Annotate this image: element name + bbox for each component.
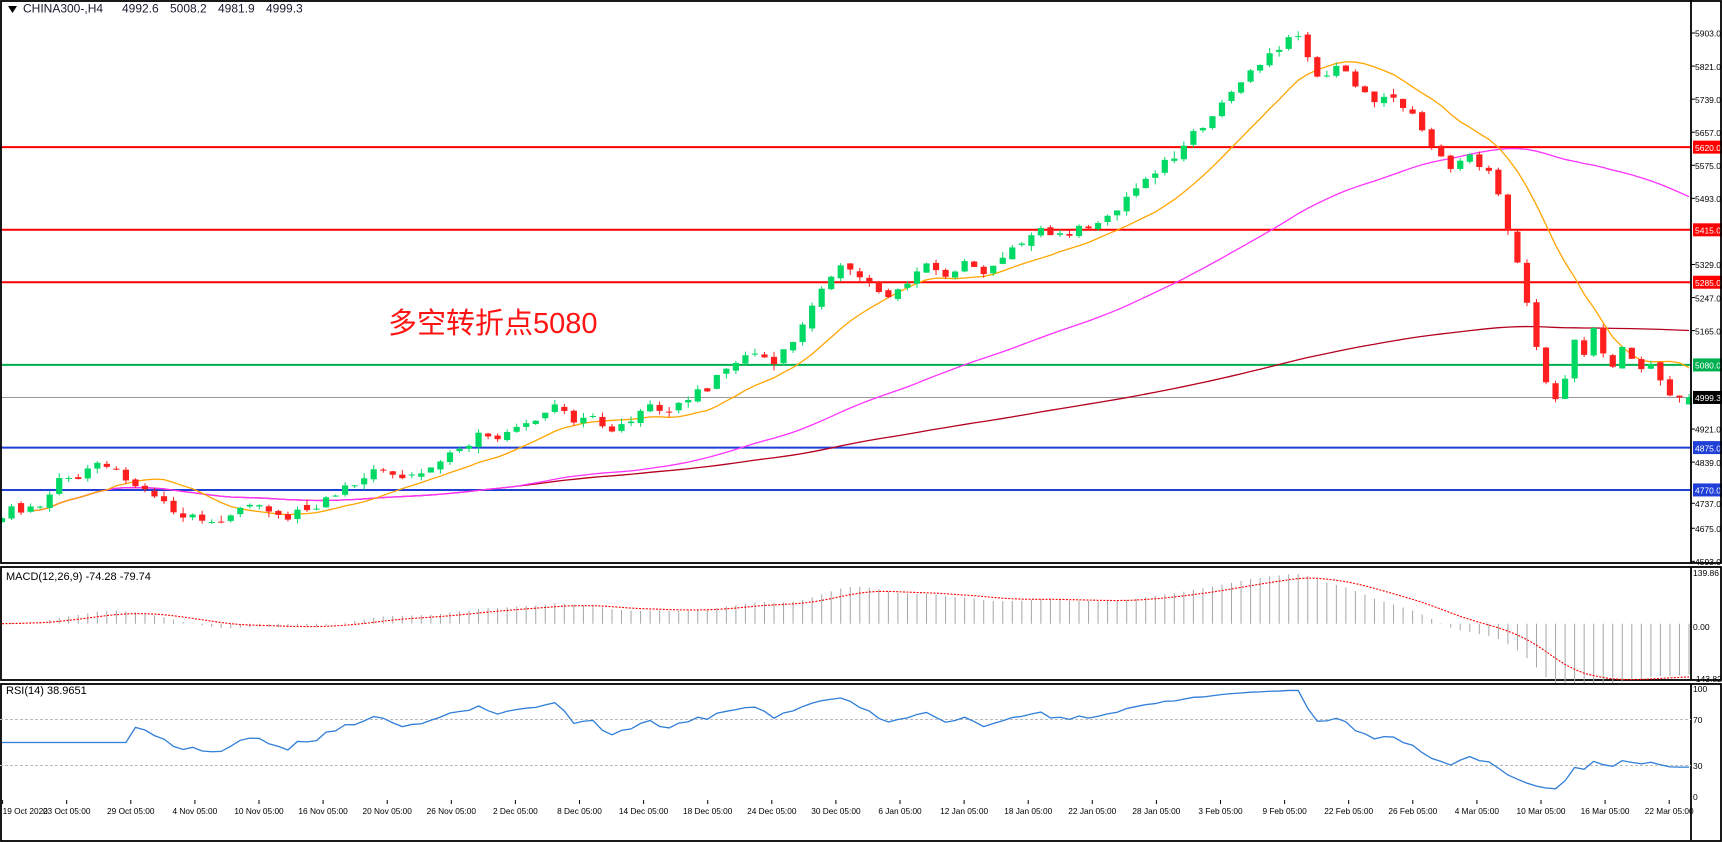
svg-text:4737.0: 4737.0: [1695, 499, 1721, 509]
svg-text:18 Jan 05:00: 18 Jan 05:00: [1004, 806, 1052, 816]
svg-text:0: 0: [1693, 792, 1698, 802]
svg-text:29 Oct 05:00: 29 Oct 05:00: [107, 806, 155, 816]
svg-text:5575.0: 5575.0: [1695, 161, 1721, 171]
svg-text:28 Jan 05:00: 28 Jan 05:00: [1132, 806, 1180, 816]
svg-text:26 Nov 05:00: 26 Nov 05:00: [427, 806, 477, 816]
svg-text:30: 30: [1693, 761, 1703, 771]
svg-text:23 Oct 05:00: 23 Oct 05:00: [43, 806, 91, 816]
svg-text:5493.0: 5493.0: [1695, 194, 1721, 204]
svg-text:4992.6: 4992.6: [122, 2, 159, 16]
svg-text:-143.82: -143.82: [1693, 674, 1722, 684]
svg-text:10 Mar 05:00: 10 Mar 05:00: [1517, 806, 1566, 816]
svg-text:6 Jan 05:00: 6 Jan 05:00: [878, 806, 922, 816]
svg-text:10 Nov 05:00: 10 Nov 05:00: [234, 806, 284, 816]
svg-text:4675.0: 4675.0: [1695, 524, 1721, 534]
svg-text:18 Dec 05:00: 18 Dec 05:00: [683, 806, 733, 816]
svg-text:12 Jan 05:00: 12 Jan 05:00: [940, 806, 988, 816]
svg-text:多空转折点5080: 多空转折点5080: [388, 307, 598, 340]
svg-text:22 Mar 05:00: 22 Mar 05:00: [1645, 806, 1694, 816]
svg-text:5329.0: 5329.0: [1695, 260, 1721, 270]
svg-text:5165.0: 5165.0: [1695, 326, 1721, 336]
svg-text:4839.0: 4839.0: [1695, 458, 1721, 468]
svg-text:5415.0: 5415.0: [1695, 226, 1721, 236]
svg-text:30 Dec 05:00: 30 Dec 05:00: [811, 806, 861, 816]
svg-text:4 Mar 05:00: 4 Mar 05:00: [1455, 806, 1500, 816]
svg-text:22 Feb 05:00: 22 Feb 05:00: [1324, 806, 1373, 816]
svg-text:4999.3: 4999.3: [266, 2, 303, 16]
svg-text:5657.0: 5657.0: [1695, 128, 1721, 138]
svg-text:4875.0: 4875.0: [1695, 443, 1721, 453]
svg-text:8 Dec 05:00: 8 Dec 05:00: [557, 806, 602, 816]
svg-text:4921.0: 4921.0: [1695, 425, 1721, 435]
svg-text:0.00: 0.00: [1693, 622, 1710, 632]
svg-text:5739.0: 5739.0: [1695, 95, 1721, 105]
svg-text:MACD(12,26,9) -74.28 -79.74: MACD(12,26,9) -74.28 -79.74: [6, 571, 151, 583]
svg-text:4770.0: 4770.0: [1695, 486, 1721, 496]
svg-text:100: 100: [1693, 684, 1707, 694]
svg-text:5247.0: 5247.0: [1695, 293, 1721, 303]
svg-text:5620.0: 5620.0: [1695, 143, 1721, 153]
svg-text:2 Dec 05:00: 2 Dec 05:00: [493, 806, 538, 816]
svg-text:5008.2: 5008.2: [170, 2, 207, 16]
svg-text:24 Dec 05:00: 24 Dec 05:00: [747, 806, 797, 816]
svg-text:16 Nov 05:00: 16 Nov 05:00: [298, 806, 348, 816]
svg-text:22 Jan 05:00: 22 Jan 05:00: [1068, 806, 1116, 816]
svg-text:RSI(14) 38.9651: RSI(14) 38.9651: [6, 685, 87, 697]
svg-text:20 Nov 05:00: 20 Nov 05:00: [363, 806, 413, 816]
svg-text:26 Feb 05:00: 26 Feb 05:00: [1388, 806, 1437, 816]
svg-text:16 Mar 05:00: 16 Mar 05:00: [1581, 806, 1630, 816]
svg-text:9 Feb 05:00: 9 Feb 05:00: [1262, 806, 1307, 816]
svg-text:5821.0: 5821.0: [1695, 62, 1721, 72]
svg-text:3 Feb 05:00: 3 Feb 05:00: [1198, 806, 1243, 816]
svg-text:4999.3: 4999.3: [1695, 393, 1721, 403]
svg-text:19 Oct 2020: 19 Oct 2020: [3, 806, 49, 816]
svg-text:14 Dec 05:00: 14 Dec 05:00: [619, 806, 669, 816]
svg-text:139.86: 139.86: [1693, 568, 1719, 578]
svg-text:4 Nov 05:00: 4 Nov 05:00: [173, 806, 218, 816]
svg-text:4593.0: 4593.0: [1695, 557, 1721, 567]
svg-text:4981.9: 4981.9: [218, 2, 255, 16]
svg-text:5080.0: 5080.0: [1695, 361, 1721, 371]
svg-text:CHINA300-,H4: CHINA300-,H4: [23, 2, 103, 16]
svg-text:5285.0: 5285.0: [1695, 278, 1721, 288]
svg-text:70: 70: [1693, 715, 1703, 725]
svg-text:5903.0: 5903.0: [1695, 29, 1721, 39]
